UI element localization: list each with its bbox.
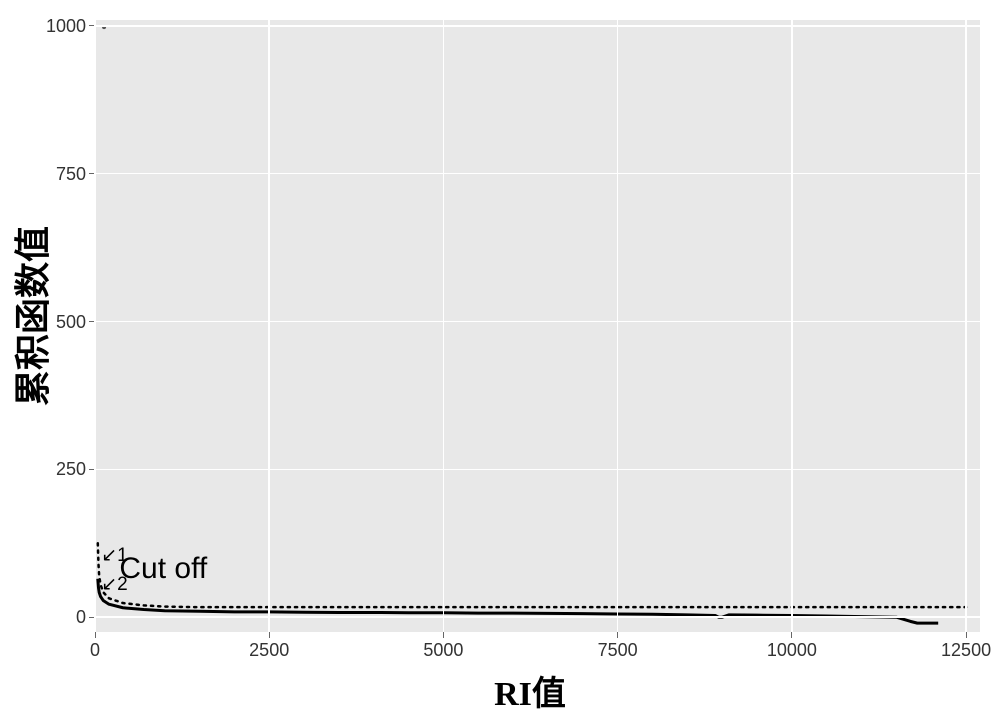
grid-line-vertical [94,20,96,632]
grid-line-horizontal [95,469,980,471]
x-tick-mark [617,632,618,638]
y-tick-label: 750 [40,164,86,185]
grid-line-horizontal [95,321,980,323]
x-tick-label: 0 [65,640,125,661]
grid-line-horizontal [95,173,980,175]
x-tick-label: 7500 [588,640,648,661]
x-tick-label: 10000 [762,640,822,661]
annotation-cutoff: Cut off [119,552,207,586]
x-tick-mark [95,632,96,638]
grid-line-horizontal [95,616,980,618]
x-tick-label: 12500 [936,640,996,661]
grid-line-horizontal [95,25,980,27]
y-tick-label: 0 [40,607,86,628]
y-tick-label: 500 [40,312,86,333]
x-tick-mark [443,632,444,638]
series-cutoff-dotted [98,543,966,607]
grid-line-vertical [443,20,445,632]
grid-line-vertical [617,20,619,632]
grid-line-vertical [965,20,967,632]
grid-line-vertical [268,20,270,632]
y-tick-label: 1000 [40,16,86,37]
x-tick-mark [966,632,967,638]
plot-svg [0,0,1000,710]
grid-line-vertical [791,20,793,632]
x-tick-label: 5000 [413,640,473,661]
x-tick-mark [269,632,270,638]
x-tick-label: 2500 [239,640,299,661]
x-tick-mark [791,632,792,638]
y-tick-label: 250 [40,459,86,480]
chart-container: 累积函数值 RI值 025005000750010000125000250500… [0,0,1000,710]
